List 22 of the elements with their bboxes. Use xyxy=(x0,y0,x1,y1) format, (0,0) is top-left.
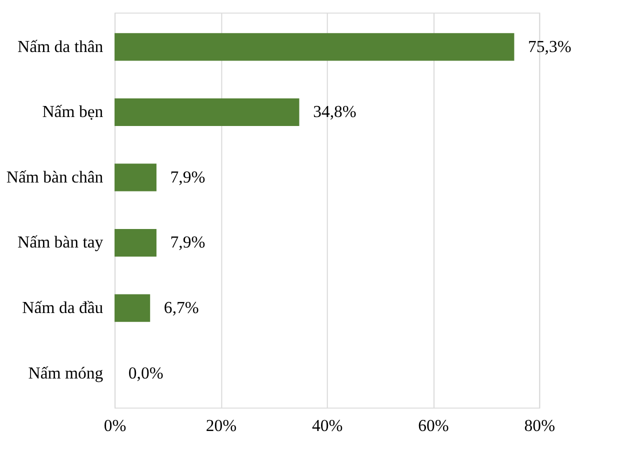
data-label: 7,9% xyxy=(170,232,206,252)
bar xyxy=(114,98,300,126)
y-tick-label: Nấm bàn tay xyxy=(18,232,104,252)
data-label: 6,7% xyxy=(164,298,199,317)
y-tick-label: Nấm da đầu xyxy=(22,298,104,317)
x-tick-label: 20% xyxy=(206,416,237,435)
y-tick-label: Nấm móng xyxy=(28,363,104,382)
x-tick-label: 0% xyxy=(104,416,126,435)
data-label: 75,3% xyxy=(528,36,572,56)
bar xyxy=(114,294,150,322)
x-tick-label: 80% xyxy=(524,416,556,435)
y-tick-label: Nấm bàn chân xyxy=(6,167,104,186)
bar xyxy=(114,164,156,192)
y-tick-label: Nấm da thân xyxy=(18,36,104,56)
data-label: 7,9% xyxy=(170,167,206,186)
y-tick-label: Nấm bẹn xyxy=(42,102,104,122)
data-label: 34,8% xyxy=(313,102,356,122)
x-tick-label: 40% xyxy=(312,416,343,435)
data-label: 0,0% xyxy=(128,363,164,382)
bar xyxy=(114,228,156,257)
bar xyxy=(114,33,514,61)
x-tick-label: 60% xyxy=(418,416,449,435)
